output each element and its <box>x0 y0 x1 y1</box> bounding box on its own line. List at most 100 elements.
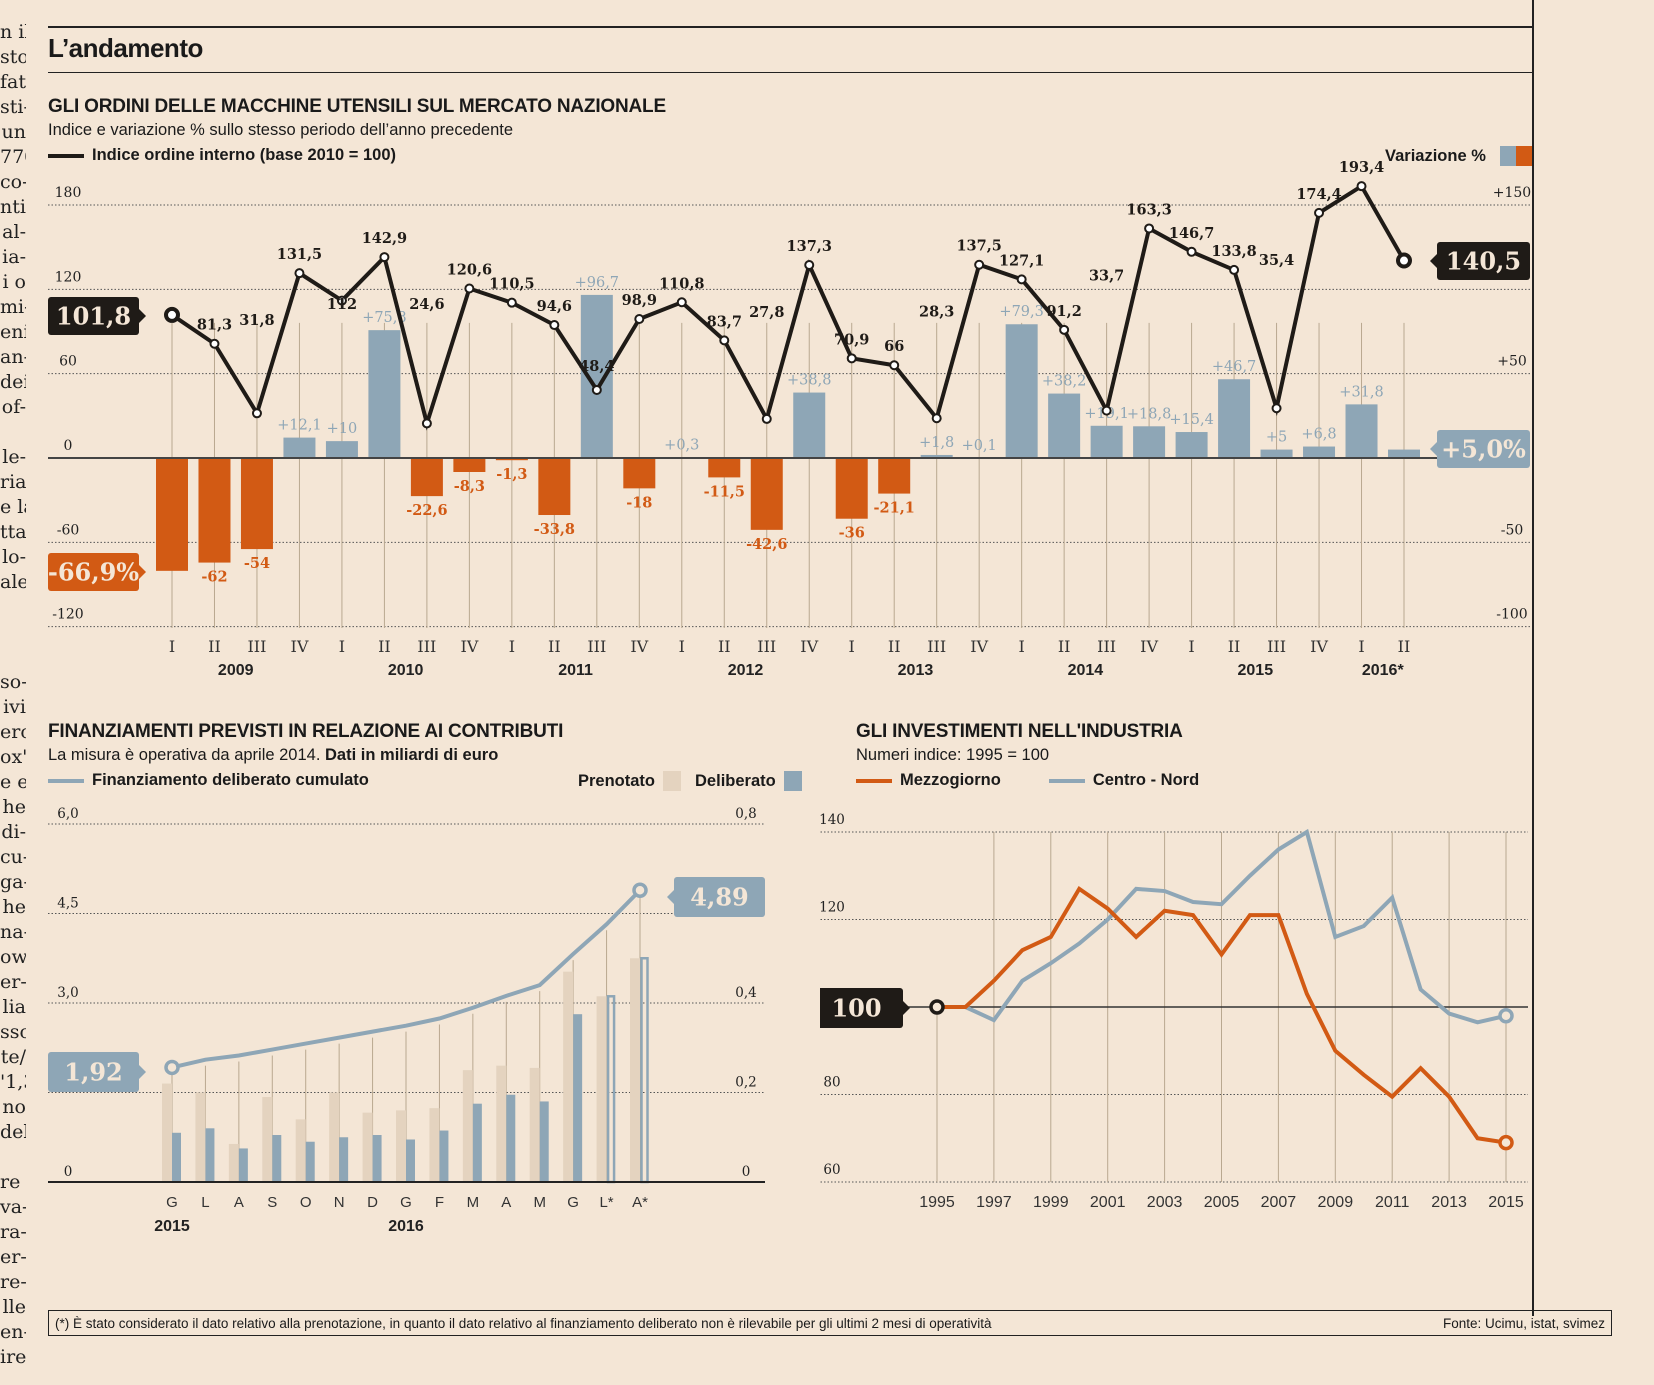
chart1-title: GLI ORDINI DELLE MACCHINE UTENSILI SUL M… <box>48 96 666 117</box>
legend-bars-label: Variazione % <box>1385 146 1486 165</box>
legend-prenotato-swatch <box>663 771 682 791</box>
index-point-label: 174,4 <box>1296 186 1341 203</box>
index-point-label: 66 <box>884 338 904 355</box>
right-border <box>1532 0 1534 1316</box>
quarter-label: II <box>1398 637 1411 656</box>
callout-first-variation: -66,9% <box>48 553 146 591</box>
index-point <box>1229 264 1240 275</box>
prenotato-bar <box>329 1092 340 1182</box>
variation-bar <box>1175 432 1208 458</box>
chart1-legend-bars: Variazione % <box>1385 146 1532 166</box>
chart2-subtitle-bold: Dati in miliardi di euro <box>325 746 499 764</box>
month-label: G <box>400 1194 412 1211</box>
year-label: 2016 <box>388 1218 424 1235</box>
callout-first-variation-pointer <box>139 565 146 579</box>
left-axis-tick: 4,5 <box>57 896 78 912</box>
prenotato-bar <box>396 1110 406 1182</box>
right-axis-tick: -50 <box>1501 522 1524 538</box>
quarter-label: IV <box>460 637 478 656</box>
deliberato-bar <box>172 1132 181 1182</box>
callout-base-value-box <box>820 988 903 1028</box>
left-axis-tick: -120 <box>52 607 83 623</box>
index-point <box>1101 405 1112 416</box>
quarter-label: III <box>757 637 776 656</box>
variation-bar-label: -18 <box>626 494 652 511</box>
variation-bar-label: -8,3 <box>454 478 485 495</box>
quarter-label: II <box>1228 637 1241 656</box>
variation-bar-label: +96,7 <box>575 275 619 291</box>
variation-bar-label: -36 <box>839 525 865 542</box>
variation-bar <box>198 458 231 563</box>
quarter-label: IV <box>291 637 309 656</box>
index-point <box>1356 181 1367 192</box>
variation-bar-label: +12,1 <box>277 418 321 434</box>
index-point <box>761 413 772 424</box>
prenotato-bar <box>429 1108 440 1182</box>
y-axis-tick: 60 <box>823 1162 840 1178</box>
index-point <box>846 353 857 364</box>
index-point <box>1059 324 1070 335</box>
index-point <box>164 306 180 323</box>
legend-line-label: Finanziamento deliberato cumulato <box>92 771 369 789</box>
month-label: A <box>501 1194 511 1211</box>
month-label: M <box>467 1194 480 1211</box>
callout-start-value-pointer <box>139 1065 146 1079</box>
quarter-label: IV <box>1310 637 1328 656</box>
variation-bar-label: +75,8 <box>362 310 406 326</box>
chart3-title: GLI INVESTIMENTI NELL'INDUSTRIA <box>856 721 1183 742</box>
x-axis-tick: 2015 <box>1488 1194 1524 1211</box>
legend-centronord-label: Centro - Nord <box>1092 771 1200 789</box>
quarter-label: III <box>247 637 266 656</box>
variation-bar <box>1345 404 1378 458</box>
deliberato-bar <box>238 1148 248 1182</box>
variation-bar-label: +15,4 <box>1169 412 1213 428</box>
prenotato-bar <box>462 1070 473 1182</box>
callout-start-value: 101,8 <box>48 297 146 335</box>
variation-bar <box>1005 324 1038 458</box>
index-point-label: 133,8 <box>1211 243 1256 260</box>
x-axis-tick: 2005 <box>1204 1194 1240 1211</box>
index-point <box>336 295 347 306</box>
series-line-mezzogiorno <box>937 886 1507 1145</box>
index-point-label: 83,7 <box>707 313 742 330</box>
callout-start-value-text: 1,92 <box>64 1057 122 1086</box>
month-label: M <box>533 1194 546 1211</box>
chart2-legend-bars: Prenotato Deliberato <box>578 771 802 791</box>
year-label: 2014 <box>1068 662 1104 679</box>
chart1-orders: 180 120 60 0 -60 -120 +150 +50 -50 -100 -62 -54 +12,… <box>48 159 1531 679</box>
month-label: N <box>334 1194 345 1211</box>
x-axis-tick: 2013 <box>1431 1194 1467 1211</box>
right-axis-tick: 0 <box>742 1164 751 1180</box>
chart3-investments: 140 120 80 60 1995 1997 1999 2001 2003 2005 2007 20… <box>820 812 1528 1211</box>
index-point <box>719 335 730 346</box>
cumulative-endpoint <box>632 882 648 898</box>
index-point <box>804 260 815 271</box>
year-label: 2015 <box>1238 662 1274 679</box>
variation-bar-label: +6,8 <box>1301 427 1336 443</box>
variation-bar-label: +79,3 <box>999 304 1043 320</box>
callout-end-value-box <box>1437 242 1530 280</box>
index-point-label: 27,8 <box>749 304 784 321</box>
series-endpoint <box>1498 1134 1514 1151</box>
legend-prenotato-label: Prenotato <box>578 771 656 790</box>
left-axis-tick: 6,0 <box>57 806 78 822</box>
index-point-label: 137,3 <box>787 238 832 255</box>
deliberato-bar <box>472 1103 482 1182</box>
variation-bar <box>708 458 741 478</box>
index-point-label: 163,3 <box>1126 201 1171 218</box>
variation-bar <box>1303 446 1336 458</box>
month-label: D <box>367 1194 378 1211</box>
chart1-legend-line: Indice ordine interno (base 2010 = 100) <box>48 146 396 165</box>
prenotato-bar <box>195 1092 206 1182</box>
left-axis-tick: 0 <box>64 1164 73 1180</box>
index-point-label: 137,5 <box>956 238 1001 255</box>
variation-bar-label: +5 <box>1266 430 1287 446</box>
start-point <box>929 999 945 1015</box>
variation-bar-label: -54 <box>244 555 270 572</box>
index-point <box>294 268 305 279</box>
footer: (*) È stato considerato il dato relativo… <box>48 1310 1612 1336</box>
chart2-legend-line: Finanziamento deliberato cumulato <box>48 771 369 790</box>
chart2-subtitle-plain: La misura è operativa da aprile 2014. <box>48 746 326 764</box>
quarter-label: IV <box>800 637 818 656</box>
left-axis-tick: 0 <box>64 438 73 454</box>
